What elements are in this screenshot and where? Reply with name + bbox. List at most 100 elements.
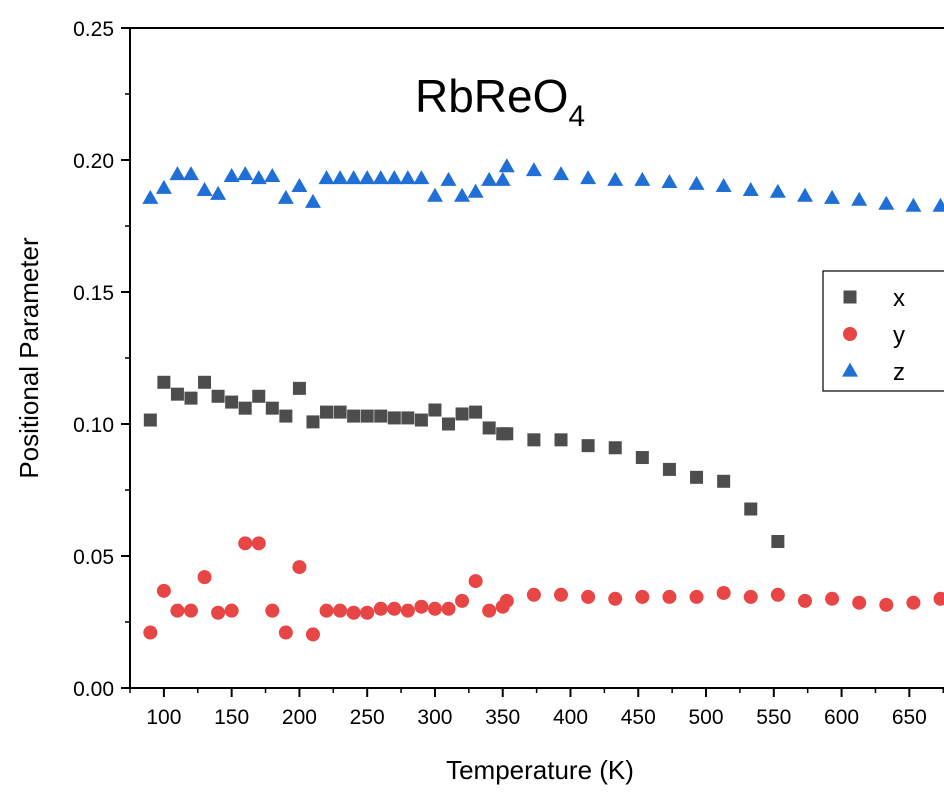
data-point-x [482,421,496,435]
data-point-z [905,197,922,212]
y-tick-label: 0.20 [73,150,114,173]
data-point-z [304,193,321,208]
data-point-x [279,409,293,423]
y-tick-label: 0.00 [73,678,114,701]
data-point-y [319,603,334,618]
data-point-x [374,409,388,423]
data-point-z [223,167,240,182]
data-point-z [715,178,732,192]
legend-label-y: y [893,322,905,349]
data-point-x [744,502,758,516]
data-point-z [291,178,308,192]
data-point-y [292,560,307,575]
data-point-y [170,603,185,618]
data-point-y [581,589,596,604]
data-point-z [932,197,944,212]
data-point-y [373,601,388,616]
data-point-z [634,171,651,186]
x-axis-title: Temperature (K) [446,755,634,785]
data-point-x [238,401,252,415]
data-point-z [851,191,868,206]
data-point-y [468,574,483,589]
series-y [143,536,944,642]
data-point-y [211,605,226,620]
x-tick-label: 500 [689,706,724,729]
data-point-z [426,187,443,202]
data-point-x [428,403,442,417]
data-point-z [332,170,349,185]
data-point-x [360,409,374,423]
series-z [142,158,944,212]
data-point-x [252,389,266,403]
x-tick-label: 550 [756,706,791,729]
data-point-z [607,171,624,186]
data-point-y [482,603,497,618]
data-point-x [320,405,334,419]
data-point-y [825,591,840,606]
data-point-x [414,413,428,427]
y-tick-label: 0.15 [73,282,114,305]
data-point-y [400,603,415,618]
data-point-y [143,625,158,640]
data-point-x [500,427,514,441]
y-tick-label: 0.05 [73,546,114,569]
data-point-y [360,605,375,620]
data-point-x [608,441,622,455]
x-tick-label: 300 [417,706,452,729]
data-point-y [770,587,785,602]
data-point-z [264,167,281,182]
data-point-y [933,591,944,606]
data-point-x [211,389,225,403]
data-point-y [278,625,293,640]
data-point-z [661,174,678,189]
data-point-x [170,387,184,401]
x-tick-label: 150 [214,706,249,729]
data-point-z [769,183,786,198]
data-point-z [525,162,542,177]
data-point-y [662,589,677,604]
data-point-z [155,179,172,194]
data-point-z [399,170,416,185]
data-point-y [635,589,650,604]
data-point-x [292,381,306,395]
data-point-x [717,474,731,488]
data-point-x [442,417,456,431]
tick-marks [121,27,944,697]
x-tick-label: 650 [892,706,927,729]
data-point-x [554,433,568,447]
data-point-z [169,166,186,181]
data-point-y [455,593,470,608]
x-tick-label: 450 [621,706,656,729]
data-point-z [878,195,895,210]
chart-title: RbReO4 [415,70,585,133]
legend: xyz [822,270,944,392]
data-point-x [306,415,320,429]
data-point-y [852,595,867,610]
data-point-y [797,593,812,608]
data-point-y [265,603,280,618]
data-point-x [635,451,649,465]
data-point-z [250,170,267,185]
data-point-z [345,170,362,185]
legend-marker-z [842,362,858,377]
x-tick-label: 400 [553,706,588,729]
data-point-y [414,599,429,614]
legend-label-z: z [893,359,905,386]
x-tick-label: 100 [146,706,181,729]
data-point-y [689,589,704,604]
data-point-y [554,587,569,602]
data-point-z [196,181,213,196]
data-point-z [413,170,430,185]
x-tick-label: 350 [485,706,520,729]
data-point-z [467,183,484,198]
data-point-x [527,433,541,447]
data-point-x [157,375,171,389]
data-point-z [359,170,376,185]
data-point-x [455,407,469,421]
data-point-y [526,587,541,602]
data-point-x [387,411,401,425]
data-point-x [771,534,785,548]
data-point-z [494,171,511,186]
data-point-z [372,170,389,185]
